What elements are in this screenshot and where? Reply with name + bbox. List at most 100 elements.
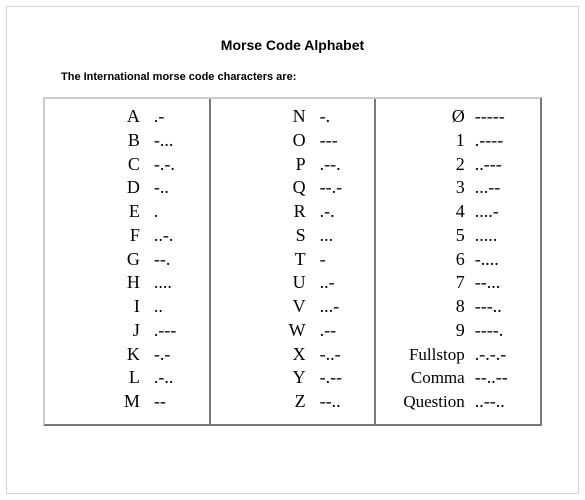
table-row: Y-.-- bbox=[211, 366, 375, 390]
page: Morse Code Alphabet The International mo… bbox=[0, 0, 585, 500]
morse-code: -- bbox=[154, 390, 209, 414]
morse-code: -... bbox=[154, 129, 209, 153]
morse-code: -.-. bbox=[154, 153, 209, 177]
table-row: D-.. bbox=[45, 176, 209, 200]
character-label: C bbox=[45, 153, 154, 177]
character-label: J bbox=[45, 319, 154, 343]
character-label: 9 bbox=[376, 319, 474, 343]
character-label: Comma bbox=[376, 367, 474, 389]
table-row: 4....- bbox=[376, 200, 540, 224]
character-label: 1 bbox=[376, 129, 474, 153]
table-row: Question..--.. bbox=[376, 390, 540, 414]
morse-code: ...-- bbox=[475, 176, 540, 200]
character-label: B bbox=[45, 129, 154, 153]
character-label: N bbox=[211, 105, 320, 129]
morse-code: ----- bbox=[475, 105, 540, 129]
table-wrap: A.-B-...C-.-.D-..E.F..-.G--.H....I..J.--… bbox=[43, 97, 542, 426]
morse-code: --- bbox=[320, 129, 375, 153]
character-label: H bbox=[45, 271, 154, 295]
character-label: R bbox=[211, 200, 320, 224]
morse-code: -.... bbox=[475, 248, 540, 272]
character-label: D bbox=[45, 176, 154, 200]
table-row: F..-. bbox=[45, 224, 209, 248]
morse-code: ...- bbox=[320, 295, 375, 319]
character-label: W bbox=[211, 319, 320, 343]
character-label: 3 bbox=[376, 176, 474, 200]
character-label: M bbox=[45, 390, 154, 414]
morse-code: ..- bbox=[320, 271, 375, 295]
table-row: Fullstop.-.-.- bbox=[376, 343, 540, 367]
table-row: Q--.- bbox=[211, 176, 375, 200]
table-row: B-... bbox=[45, 129, 209, 153]
morse-code: .--. bbox=[320, 153, 375, 177]
character-label: T bbox=[211, 248, 320, 272]
table-row: Z--.. bbox=[211, 390, 375, 414]
character-label: 6 bbox=[376, 248, 474, 272]
table-row: 9----. bbox=[376, 319, 540, 343]
morse-code: .- bbox=[154, 105, 209, 129]
morse-code: -..- bbox=[320, 343, 375, 367]
morse-code: .--- bbox=[154, 319, 209, 343]
table-column: Ø-----1.----2..---3...--4....-5.....6-..… bbox=[374, 99, 540, 424]
table-row: I.. bbox=[45, 295, 209, 319]
table-column: N-.O---P.--.Q--.-R.-.S...T-U..-V...-W.--… bbox=[209, 99, 375, 424]
character-label: Y bbox=[211, 366, 320, 390]
character-label: Fullstop bbox=[376, 344, 474, 366]
table-row: U..- bbox=[211, 271, 375, 295]
table-row: L.-.. bbox=[45, 366, 209, 390]
character-label: Z bbox=[211, 390, 320, 414]
character-label: 4 bbox=[376, 200, 474, 224]
morse-code: .-. bbox=[320, 200, 375, 224]
morse-code: ---.. bbox=[475, 295, 540, 319]
character-label: I bbox=[45, 295, 154, 319]
table-row: W.-- bbox=[211, 319, 375, 343]
character-label: K bbox=[45, 343, 154, 367]
table-row: A.- bbox=[45, 105, 209, 129]
document-frame: Morse Code Alphabet The International mo… bbox=[6, 6, 579, 494]
page-subtitle: The International morse code characters … bbox=[61, 71, 578, 83]
table-row: J.--- bbox=[45, 319, 209, 343]
character-label: A bbox=[45, 105, 154, 129]
morse-code: ....- bbox=[475, 200, 540, 224]
table-row: 8---.. bbox=[376, 295, 540, 319]
page-title: Morse Code Alphabet bbox=[7, 37, 578, 53]
character-label: G bbox=[45, 248, 154, 272]
morse-code: ..... bbox=[475, 224, 540, 248]
character-label: 2 bbox=[376, 153, 474, 177]
table-row: S... bbox=[211, 224, 375, 248]
morse-code: . bbox=[154, 200, 209, 224]
morse-code: .-.. bbox=[154, 366, 209, 390]
table-row: C-.-. bbox=[45, 153, 209, 177]
character-label: Question bbox=[376, 391, 474, 413]
table-row: 2..--- bbox=[376, 153, 540, 177]
character-label: F bbox=[45, 224, 154, 248]
table-row: 6-.... bbox=[376, 248, 540, 272]
character-label: S bbox=[211, 224, 320, 248]
table-row: M-- bbox=[45, 390, 209, 414]
table-column: A.-B-...C-.-.D-..E.F..-.G--.H....I..J.--… bbox=[45, 99, 209, 424]
character-label: 8 bbox=[376, 295, 474, 319]
morse-code: - bbox=[320, 248, 375, 272]
character-label: O bbox=[211, 129, 320, 153]
morse-code: -.-- bbox=[320, 366, 375, 390]
table-row: P.--. bbox=[211, 153, 375, 177]
morse-code: ..-. bbox=[154, 224, 209, 248]
table-row: R.-. bbox=[211, 200, 375, 224]
morse-code: -.- bbox=[154, 343, 209, 367]
table-row: 3...-- bbox=[376, 176, 540, 200]
morse-code: .. bbox=[154, 295, 209, 319]
morse-code: -.. bbox=[154, 176, 209, 200]
character-label: L bbox=[45, 366, 154, 390]
morse-code: --... bbox=[475, 271, 540, 295]
table-row: 1.---- bbox=[376, 129, 540, 153]
morse-code: --..-- bbox=[475, 366, 540, 390]
character-label: 5 bbox=[376, 224, 474, 248]
character-label: P bbox=[211, 153, 320, 177]
morse-code: --. bbox=[154, 248, 209, 272]
table-row: G--. bbox=[45, 248, 209, 272]
morse-code: .---- bbox=[475, 129, 540, 153]
morse-code: .-.-.- bbox=[475, 343, 540, 367]
character-label: 7 bbox=[376, 271, 474, 295]
table-row: V...- bbox=[211, 295, 375, 319]
table-row: 7--... bbox=[376, 271, 540, 295]
